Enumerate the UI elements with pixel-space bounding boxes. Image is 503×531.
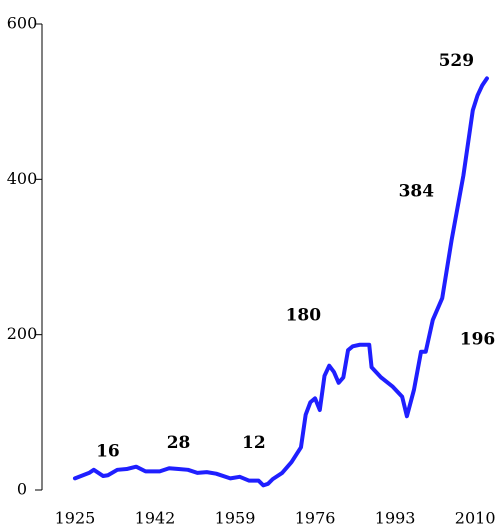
annotation: 16 bbox=[96, 441, 120, 461]
y-tick-label: 200 bbox=[7, 324, 38, 343]
annotation: 529 bbox=[439, 51, 475, 71]
x-tick-label: 1925 bbox=[55, 509, 96, 528]
y-tick-label: 0 bbox=[17, 480, 27, 499]
x-tick-label: 1976 bbox=[295, 509, 336, 528]
annotation: 180 bbox=[286, 306, 322, 326]
annotation: 12 bbox=[242, 433, 266, 453]
annotation: 28 bbox=[167, 433, 191, 453]
y-tick-label: 400 bbox=[7, 169, 38, 188]
annotation: 384 bbox=[399, 181, 435, 201]
y-tick-label: 600 bbox=[7, 14, 38, 33]
data-line bbox=[72, 76, 489, 488]
annotation: 196 bbox=[460, 330, 496, 350]
x-tick-label: 1993 bbox=[375, 509, 416, 528]
x-tick-label: 1959 bbox=[215, 509, 256, 528]
x-tick-label: 2010 bbox=[455, 509, 496, 528]
x-tick-label: 1942 bbox=[135, 509, 176, 528]
